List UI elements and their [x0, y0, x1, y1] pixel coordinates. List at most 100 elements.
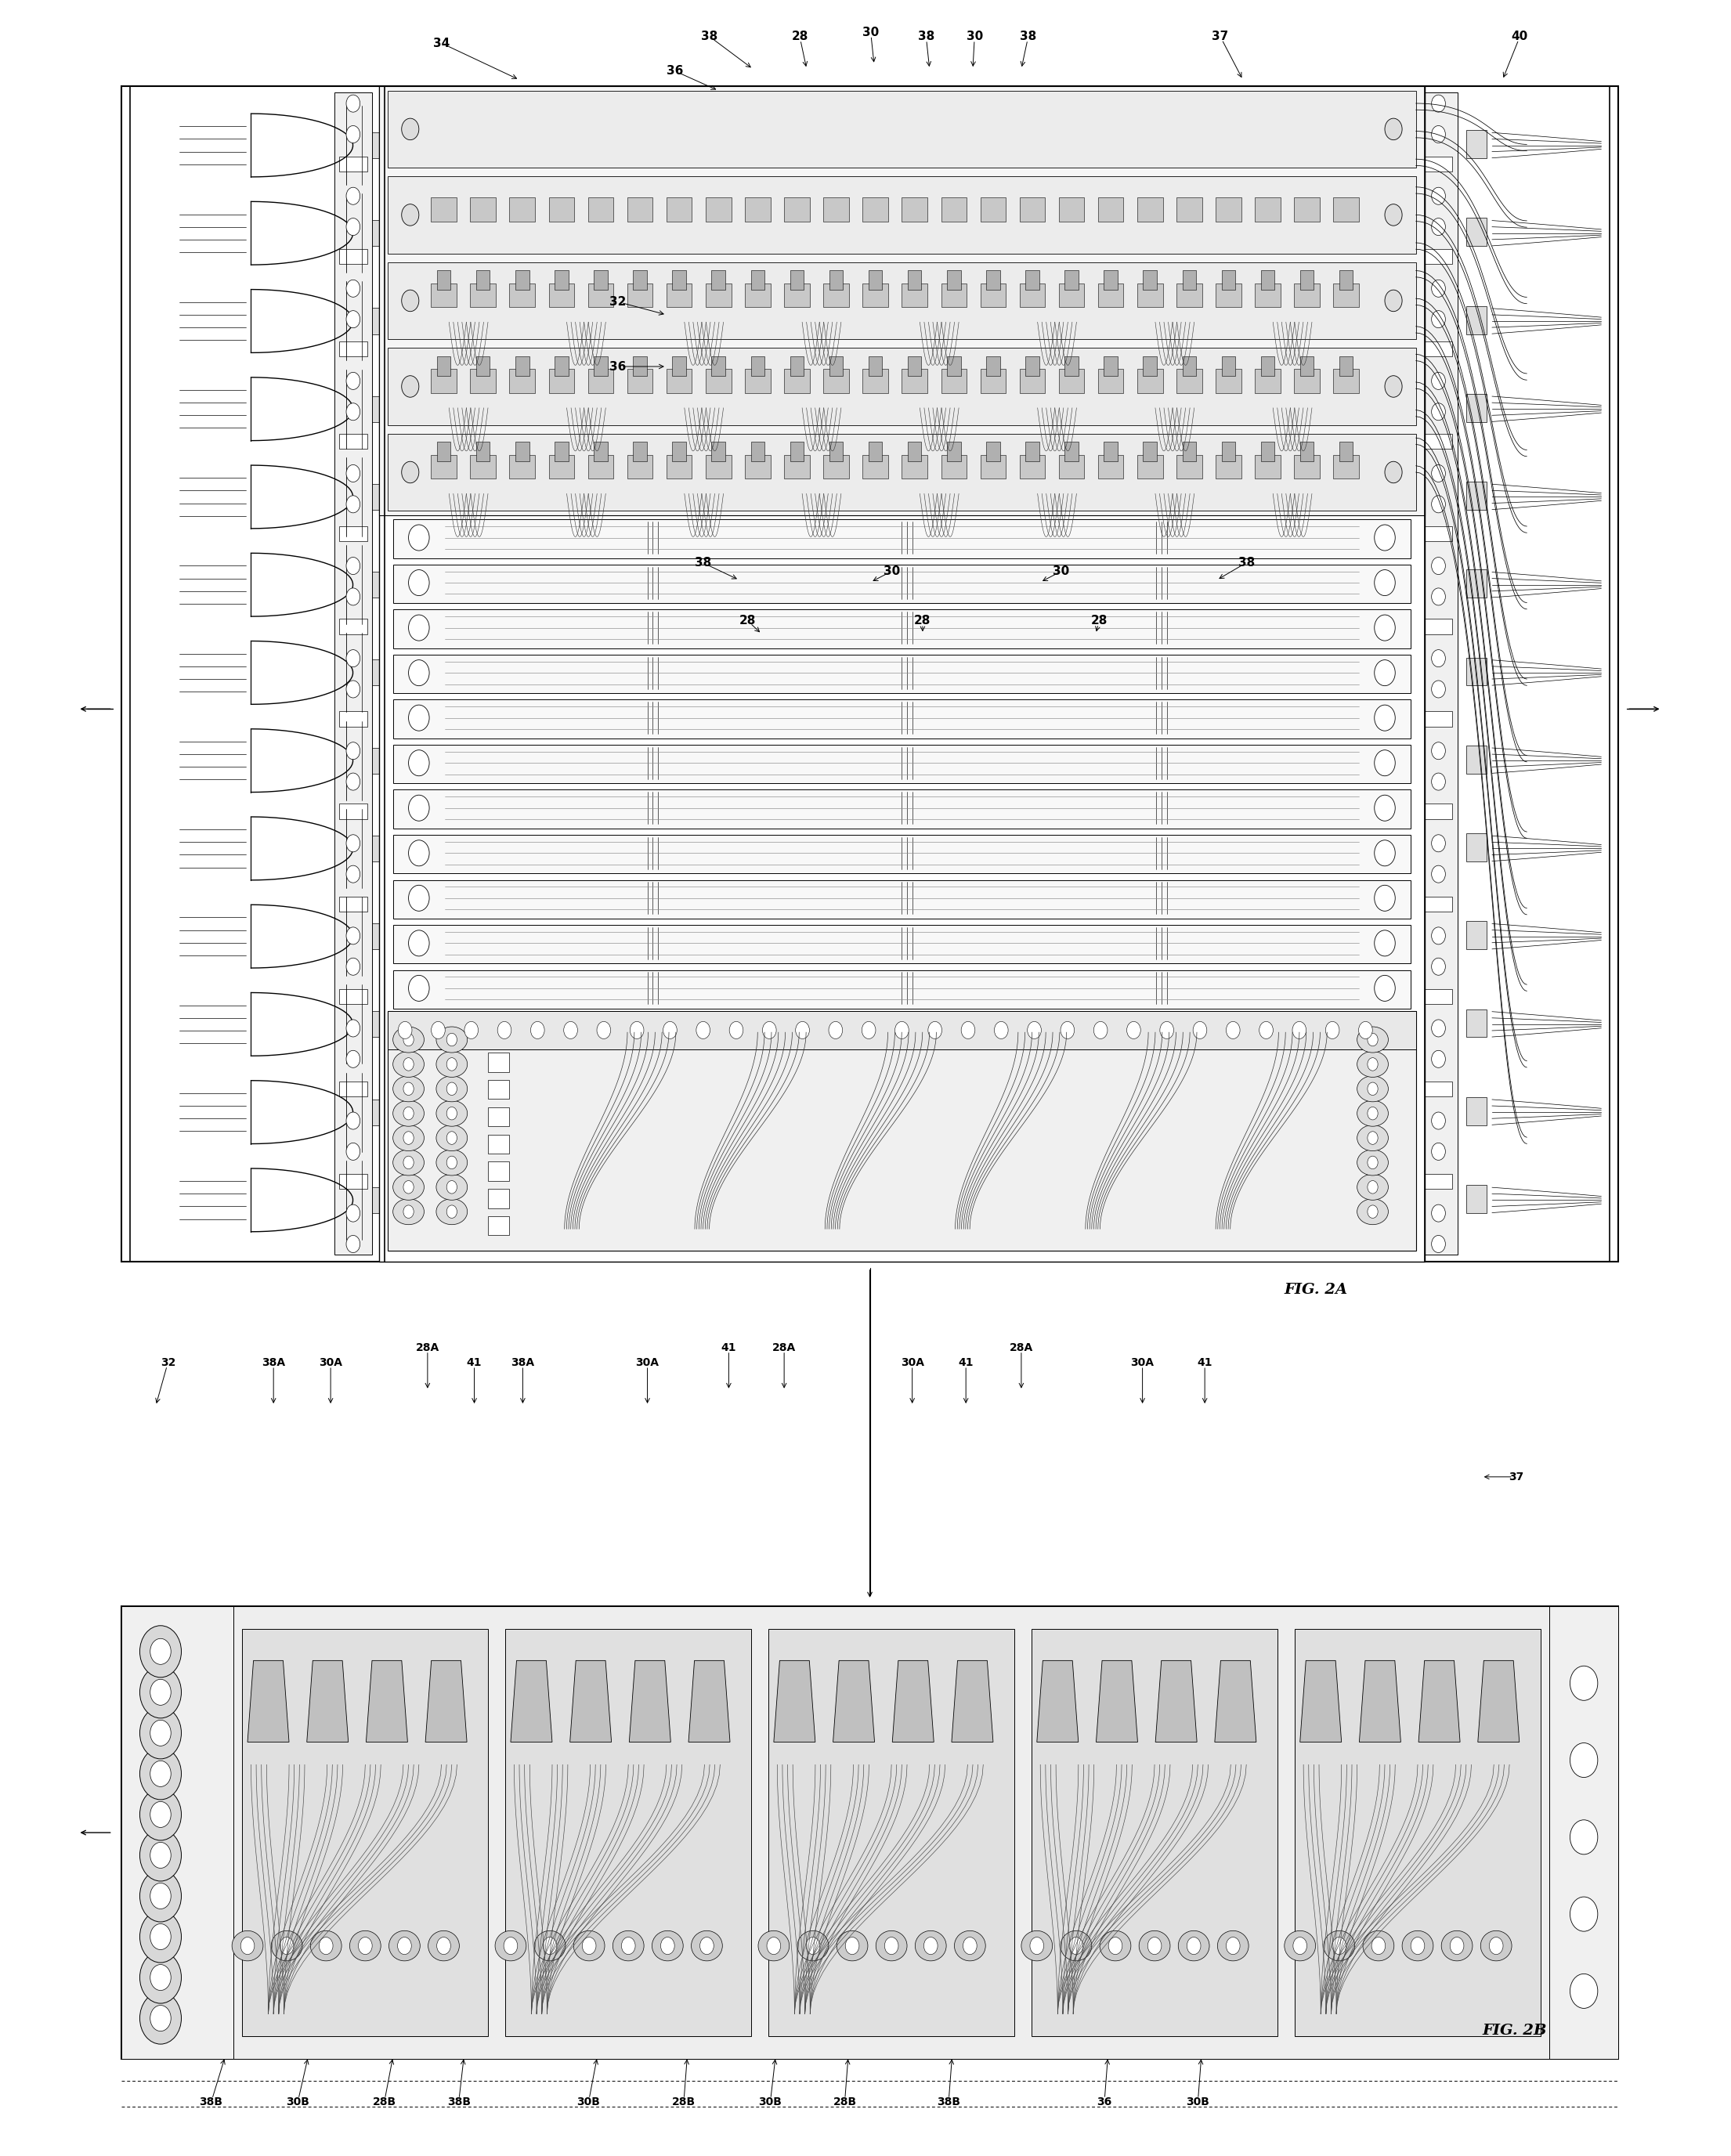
Bar	[829, 442, 843, 461]
Ellipse shape	[436, 1199, 467, 1225]
Bar	[1137, 198, 1163, 222]
Polygon shape	[1300, 1660, 1342, 1742]
Circle shape	[497, 1022, 511, 1039]
Bar	[1222, 356, 1236, 375]
Bar	[488, 1052, 509, 1072]
Circle shape	[1070, 1936, 1084, 1953]
Bar	[1340, 442, 1354, 461]
Circle shape	[140, 1828, 182, 1880]
Bar	[388, 1011, 1416, 1250]
Circle shape	[1374, 524, 1395, 550]
Bar	[1425, 157, 1452, 172]
Bar	[1295, 455, 1319, 479]
Bar	[1104, 356, 1118, 375]
Bar	[627, 198, 653, 222]
Polygon shape	[630, 1660, 670, 1742]
Circle shape	[140, 1708, 182, 1759]
Circle shape	[1432, 774, 1445, 791]
Circle shape	[531, 1022, 545, 1039]
Bar	[947, 356, 961, 375]
Circle shape	[1367, 1082, 1378, 1095]
Circle shape	[1411, 1936, 1425, 1953]
Circle shape	[447, 1033, 457, 1046]
Bar	[393, 520, 1411, 558]
Bar	[1065, 442, 1078, 461]
Ellipse shape	[1357, 1026, 1388, 1052]
Bar	[393, 789, 1411, 828]
Circle shape	[564, 1022, 578, 1039]
Text: 38: 38	[1020, 30, 1037, 43]
Circle shape	[1061, 1022, 1075, 1039]
Bar	[829, 356, 843, 375]
Text: 32: 32	[609, 295, 627, 308]
Circle shape	[346, 218, 360, 235]
Ellipse shape	[1357, 1149, 1388, 1175]
Bar	[634, 356, 647, 375]
Ellipse shape	[389, 1932, 421, 1962]
Circle shape	[140, 1869, 182, 1921]
Polygon shape	[893, 1660, 933, 1742]
Circle shape	[1451, 1936, 1464, 1953]
Bar	[393, 925, 1411, 964]
Circle shape	[447, 1205, 457, 1218]
Polygon shape	[689, 1660, 730, 1742]
Circle shape	[928, 1022, 942, 1039]
Circle shape	[346, 649, 360, 666]
Bar	[744, 369, 770, 392]
Bar	[358, 132, 379, 157]
Bar	[1466, 129, 1487, 157]
Circle shape	[346, 403, 360, 420]
Bar	[711, 442, 725, 461]
Circle shape	[767, 1936, 781, 1953]
Bar	[1020, 282, 1046, 306]
Bar	[1222, 270, 1236, 289]
Bar	[476, 270, 490, 289]
Bar	[1300, 442, 1314, 461]
Bar	[902, 369, 928, 392]
Bar	[672, 442, 685, 461]
Circle shape	[402, 375, 419, 397]
Text: 28B: 28B	[372, 2096, 396, 2109]
Bar	[379, 86, 1425, 515]
Circle shape	[447, 1082, 457, 1095]
Bar	[980, 455, 1006, 479]
Circle shape	[1374, 569, 1395, 595]
Bar	[1295, 282, 1319, 306]
Bar	[1340, 356, 1354, 375]
Circle shape	[1432, 1235, 1445, 1253]
Text: 36: 36	[609, 360, 627, 373]
Polygon shape	[569, 1660, 611, 1742]
Bar	[1300, 356, 1314, 375]
Bar	[358, 748, 379, 774]
Bar	[339, 248, 367, 263]
Circle shape	[402, 119, 419, 140]
Bar	[431, 455, 457, 479]
Circle shape	[140, 1749, 182, 1800]
Circle shape	[140, 1992, 182, 2044]
Text: 28: 28	[914, 614, 931, 627]
Circle shape	[845, 1936, 859, 1953]
Bar	[488, 1134, 509, 1153]
Bar	[554, 270, 568, 289]
Bar	[1215, 282, 1241, 306]
Circle shape	[409, 750, 429, 776]
Bar	[509, 198, 535, 222]
Bar	[488, 1026, 509, 1044]
Circle shape	[346, 310, 360, 328]
Circle shape	[447, 1156, 457, 1169]
Ellipse shape	[1324, 1932, 1355, 1962]
Ellipse shape	[393, 1175, 424, 1201]
Bar	[1425, 526, 1452, 541]
Bar	[1466, 306, 1487, 334]
Bar	[358, 220, 379, 246]
Circle shape	[1374, 975, 1395, 1000]
Bar	[1466, 1186, 1487, 1214]
Circle shape	[1432, 95, 1445, 112]
Ellipse shape	[836, 1932, 867, 1962]
Circle shape	[1432, 496, 1445, 513]
Bar	[379, 86, 1425, 1261]
Circle shape	[1385, 289, 1402, 310]
Text: 28B: 28B	[833, 2096, 857, 2109]
Circle shape	[663, 1022, 677, 1039]
Bar	[784, 198, 810, 222]
